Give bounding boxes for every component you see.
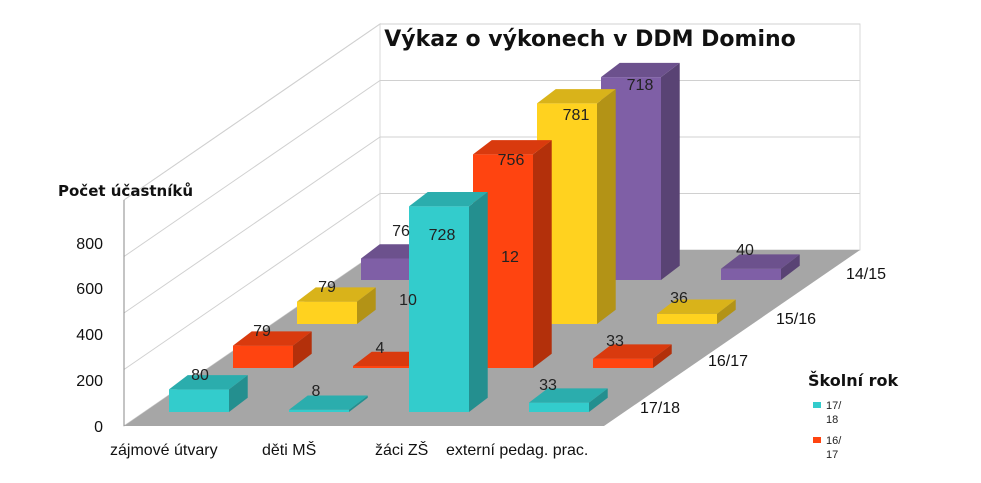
bar-front-face — [657, 313, 717, 324]
bar-front-face — [169, 389, 229, 412]
bar-top-face — [409, 192, 488, 207]
bar-top-face — [169, 375, 248, 390]
bar-top-face — [721, 254, 800, 269]
bar-front-face — [297, 301, 357, 324]
bar-top-face — [601, 62, 680, 78]
depth-tick-16-17: 16/17 — [708, 353, 748, 370]
bar-layer — [169, 62, 800, 412]
y-axis-title: Počet účastníků — [58, 182, 193, 200]
data-label-16-17-3: 33 — [606, 333, 624, 350]
bar-16-17-2 — [473, 140, 552, 368]
data-label-14-15-1: 10 — [399, 292, 417, 309]
bar-front-face — [233, 345, 293, 368]
data-label-14-15-3: 40 — [736, 242, 754, 259]
chart-title: Výkaz o výkonech v DDM Domino — [384, 27, 796, 52]
depth-tick-14-15: 14/15 — [846, 266, 886, 283]
legend-label-17-18-a: 17/ — [826, 400, 842, 412]
y-tick-800: 800 — [76, 236, 103, 253]
y-tick-0: 0 — [94, 419, 103, 436]
legend-title: Školní rok — [808, 371, 899, 390]
legend-label-16-17-a: 16/ — [826, 435, 842, 447]
bar-top-face — [657, 299, 736, 314]
bar-16-17-3 — [593, 344, 672, 368]
bar-top-face — [529, 388, 608, 403]
bar-front-face — [537, 103, 597, 325]
bar-front-face — [361, 258, 421, 280]
bar-front-face — [473, 154, 533, 368]
x-cat-zajmove-utvary: zájmové útvary — [110, 442, 218, 459]
bar-side-face — [293, 331, 312, 368]
legend-label-16-17-b: 17 — [826, 449, 838, 461]
bar-side-face — [597, 89, 616, 324]
data-label-14-15-0: 76 — [392, 223, 410, 240]
bar-front-face — [601, 77, 661, 280]
y-tick-200: 200 — [76, 373, 103, 390]
bar-side-face — [717, 299, 736, 324]
data-label-17-18-2: 728 — [429, 227, 456, 244]
bar-side-face — [653, 344, 672, 368]
bar-top-face — [289, 395, 368, 410]
bar-side-face — [781, 254, 800, 280]
bar-front-face — [721, 268, 781, 280]
data-label-top: 718 — [627, 77, 654, 94]
bar-front-face — [593, 358, 653, 368]
bar-15-16-2 — [537, 89, 616, 325]
data-label-16-17-1: 4 — [376, 340, 385, 357]
bar-15-16-0 — [297, 287, 376, 324]
bar-17-18-3 — [529, 388, 608, 412]
bar-17-18-1 — [289, 395, 368, 412]
legend-swatch-17-18 — [813, 402, 821, 408]
data-label-17-18-3: 33 — [539, 377, 557, 394]
bar-side-face — [661, 62, 680, 280]
bar-top-face — [297, 287, 376, 302]
y-tick-400: 400 — [76, 327, 103, 344]
data-label-15-16-2: 756 — [498, 152, 525, 169]
y-tick-600: 600 — [76, 281, 103, 298]
bar-top-face — [537, 89, 616, 104]
data-label-17-18-1: 8 — [312, 383, 321, 400]
bar-17-18-2 — [409, 192, 488, 412]
depth-tick-17-18: 17/18 — [640, 400, 680, 417]
bar-front-face — [529, 402, 589, 412]
data-label-15-16-0: 79 — [318, 279, 336, 296]
x-cat-zaci-zs: žáci ZŠ — [375, 440, 428, 459]
bar-front-face — [289, 409, 349, 412]
data-label-16-17-2: 12 — [501, 249, 519, 266]
bar-top-face — [473, 140, 552, 155]
bar-side-face — [589, 388, 608, 412]
bar-17-18-0 — [169, 375, 248, 412]
bar-side-face — [533, 140, 552, 368]
bar-15-16-3 — [657, 299, 736, 324]
gridline — [123, 193, 860, 370]
bar-14-15-2 — [601, 62, 680, 280]
bar-side-face — [229, 375, 248, 412]
gridline — [123, 80, 860, 257]
label-layer: 80 8 728 33 79 4 12 33 79 756 36 76 10 781 40 718 — [191, 77, 754, 400]
bar-front-face — [409, 206, 469, 412]
bar-top-face — [593, 344, 672, 359]
data-label-15-16-3: 36 — [670, 290, 688, 307]
bar-side-face — [357, 287, 376, 324]
data-label-16-17-0: 79 — [253, 323, 271, 340]
bar-side-face — [349, 395, 368, 412]
x-cat-deti-ms: děti MŠ — [262, 440, 316, 459]
data-label-17-18-0: 80 — [191, 367, 209, 384]
x-cat-externi-pedag: externí pedag. prac. — [446, 442, 588, 459]
bar-top-face — [233, 331, 312, 346]
depth-tick-15-16: 15/16 — [776, 311, 816, 328]
data-label-14-15-2: 781 — [563, 107, 590, 124]
legend-label-17-18-b: 18 — [826, 414, 838, 426]
legend-swatch-16-17 — [813, 437, 821, 443]
gridline — [123, 136, 860, 314]
bar-side-face — [469, 192, 488, 412]
gridline — [123, 23, 860, 201]
bar-front-face — [353, 366, 413, 368]
bar-14-15-3 — [721, 254, 800, 280]
bar-16-17-0 — [233, 331, 312, 368]
